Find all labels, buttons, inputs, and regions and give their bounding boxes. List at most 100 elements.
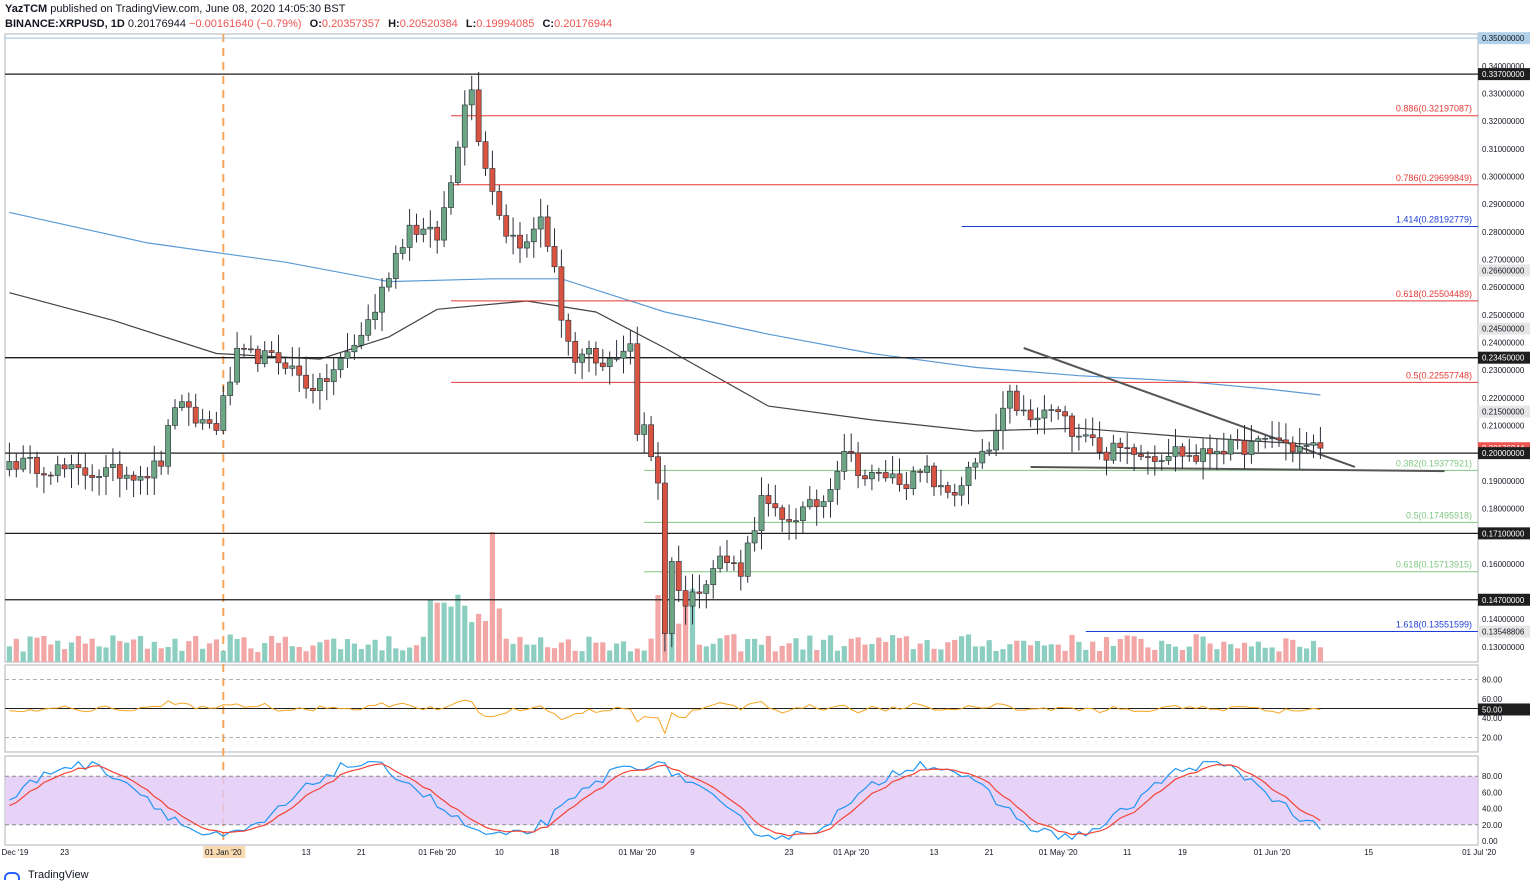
candle-body: [537, 216, 544, 230]
price-axis-tick: 0.29000000: [1482, 200, 1525, 209]
volume-bar: [1269, 647, 1275, 662]
publisher-name[interactable]: YazTCM: [5, 3, 48, 15]
volume-bar: [1145, 647, 1151, 662]
candle-body: [799, 506, 806, 521]
candle-body: [27, 457, 33, 459]
volume-bar: [786, 643, 792, 662]
candle-body: [813, 499, 820, 507]
candle-body: [1234, 439, 1241, 441]
symbol-name[interactable]: BINANCE:XRPUSD, 1D: [5, 18, 125, 30]
price-axis-tick: 0.25000000: [1482, 311, 1525, 320]
candle-body: [1248, 440, 1255, 455]
volume-bar: [910, 649, 916, 662]
volume-bar: [586, 636, 592, 662]
volume-bar: [938, 649, 944, 662]
volume-bar: [393, 648, 399, 662]
candle-body: [454, 146, 461, 183]
low-value: 0.19994085: [476, 18, 535, 30]
volume-bar: [772, 651, 778, 662]
volume-bar: [172, 638, 178, 662]
candle-body: [482, 141, 489, 169]
candle-body: [641, 424, 648, 435]
volume-bar: [68, 642, 75, 662]
volume-bar: [206, 643, 213, 662]
time-axis-label: 9: [690, 848, 695, 857]
time-axis-label: 18: [550, 848, 559, 857]
candle-body: [296, 365, 303, 376]
candle-body: [758, 495, 765, 532]
candle-body: [544, 216, 551, 247]
volume-bar: [476, 613, 482, 662]
volume-bar: [413, 645, 420, 662]
candle-body: [848, 451, 855, 454]
stoch-axis-tick: 60.00: [1482, 788, 1503, 797]
volume-bar: [620, 641, 627, 662]
candle-body: [185, 401, 192, 408]
time-axis-label: 01 Jun '20: [1254, 848, 1291, 857]
volume-bars: [6, 532, 1323, 662]
volume-bar: [869, 644, 875, 662]
candle-body: [213, 423, 220, 431]
candle-body: [889, 473, 896, 479]
price-axis-tick: 0.23000000: [1482, 366, 1525, 375]
candle-body: [489, 168, 496, 192]
volume-bar: [896, 638, 903, 662]
candle-body: [834, 471, 841, 490]
candle-body: [710, 568, 717, 586]
volume-bar: [227, 634, 233, 662]
time-axis-label: 01 May '20: [1039, 848, 1078, 857]
volume-bar: [213, 639, 219, 662]
volume-bar: [1138, 639, 1144, 662]
price-axis-tick: 0.13000000: [1482, 643, 1525, 652]
volume-bar: [420, 636, 426, 662]
volume-bar: [1193, 634, 1199, 662]
volume-bar: [551, 648, 558, 662]
volume-bar: [807, 635, 813, 662]
candle-body: [110, 464, 116, 468]
price-axis-box: [1478, 264, 1530, 277]
volume-bar: [779, 645, 785, 662]
candle-body: [13, 461, 20, 470]
volume-bar: [545, 647, 551, 662]
volume-bar: [1131, 636, 1137, 662]
candle-body: [827, 489, 834, 502]
candle-body: [1145, 456, 1151, 458]
stoch-axis-tick: 80.00: [1482, 772, 1503, 781]
rsi-axis-tick: 80.00: [1482, 676, 1503, 685]
volume-bar: [186, 641, 192, 662]
candle-body: [172, 407, 178, 426]
candle-body: [958, 485, 965, 496]
volume-bar: [1076, 641, 1082, 662]
volume-bar: [517, 637, 523, 662]
volume-bar: [1207, 643, 1213, 662]
candle-body: [910, 471, 917, 489]
candle-body: [47, 474, 54, 477]
volume-bar: [427, 599, 433, 662]
volume-bar: [1214, 649, 1220, 662]
volume-bar: [696, 644, 702, 662]
volume-bar: [655, 595, 661, 662]
volume-bar: [13, 638, 19, 662]
volume-bar: [48, 644, 54, 662]
candle-body: [461, 104, 468, 148]
candle-body: [130, 474, 137, 481]
candle-body: [806, 499, 813, 508]
candle-body: [648, 424, 654, 458]
footer-brand[interactable]: TradingView: [28, 869, 89, 881]
volume-bar: [827, 635, 834, 662]
volume-bar: [676, 623, 682, 662]
candle-body: [1172, 446, 1179, 457]
candle-body: [206, 419, 213, 424]
volume-bar: [814, 650, 820, 662]
volume-bar: [462, 605, 468, 662]
volume-bar: [1014, 640, 1020, 662]
candle-body: [744, 542, 751, 577]
candle-body: [1200, 448, 1206, 462]
stoch-axis-tick: 0.00: [1482, 837, 1498, 846]
volume-bar: [234, 639, 240, 662]
candle-body: [917, 471, 924, 473]
candle-body: [668, 561, 675, 634]
volume-bar: [593, 642, 599, 662]
volume-bar: [917, 643, 923, 662]
